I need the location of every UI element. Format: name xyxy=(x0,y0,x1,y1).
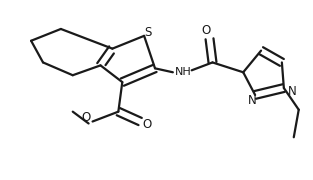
Text: O: O xyxy=(201,24,210,37)
Text: NH: NH xyxy=(174,67,191,77)
Text: O: O xyxy=(142,118,152,131)
Text: N: N xyxy=(287,86,296,98)
Text: N: N xyxy=(248,94,257,107)
Text: S: S xyxy=(144,26,152,39)
Text: O: O xyxy=(81,111,90,124)
